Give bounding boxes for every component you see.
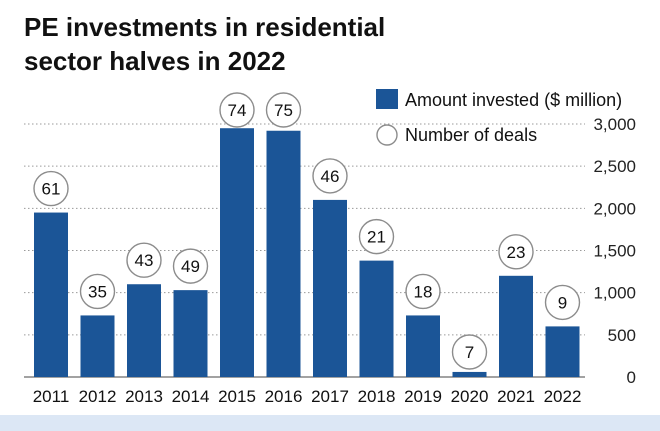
- deal-count-markers: 61 35 43 49 74 75 46 21 18 7 23 9: [33, 92, 581, 370]
- y-tick-label: 1,500: [593, 242, 636, 261]
- deal-count-circle: [126, 242, 162, 278]
- deal-count-circle: [33, 170, 69, 207]
- deal-count-label: 7: [465, 343, 474, 362]
- deal-count-label: 75: [274, 101, 293, 120]
- legend-swatch-deals: [376, 124, 398, 146]
- x-tick-label: 2017: [311, 387, 349, 406]
- deal-count-label: 49: [181, 257, 200, 276]
- deal-count-label: 61: [42, 180, 61, 199]
- y-tick-label: 1,000: [593, 284, 636, 303]
- deal-count-circle: [79, 273, 116, 310]
- x-tick-label: 2018: [358, 387, 396, 406]
- deal-count-label: 46: [321, 167, 340, 186]
- deal-count-circle: [405, 273, 441, 310]
- x-tick-label: 2020: [451, 387, 489, 406]
- y-tick-label: 500: [608, 326, 636, 345]
- deal-count-label: 9: [558, 293, 567, 312]
- legend-label-amount: Amount invested ($ million): [405, 90, 622, 110]
- x-tick-label: 2014: [172, 387, 210, 406]
- x-tick-label: 2012: [79, 387, 117, 406]
- deal-count-circle: [498, 234, 534, 270]
- y-tick-label: 2,500: [593, 157, 636, 176]
- deal-count-circle: [265, 92, 302, 128]
- bar: [266, 130, 301, 377]
- deal-count-circle: [544, 284, 581, 321]
- bar: [545, 326, 580, 377]
- bar: [359, 260, 394, 377]
- deal-count-circle: [312, 158, 348, 194]
- x-tick-label: 2011: [33, 387, 70, 406]
- legend-swatch-amount: [376, 89, 398, 109]
- y-tick-label: 0: [627, 368, 636, 387]
- deal-count-circle: [451, 334, 488, 370]
- bar: [452, 371, 487, 377]
- bars: [34, 128, 580, 377]
- bottom-strip: [0, 415, 660, 431]
- x-tick-label: 2019: [404, 387, 442, 406]
- bar: [499, 275, 533, 377]
- bar: [173, 290, 208, 377]
- deal-count-label: 43: [135, 251, 154, 270]
- deal-count-label: 35: [88, 282, 107, 301]
- bar: [406, 315, 440, 377]
- deal-count-label: 21: [367, 228, 386, 247]
- deal-count-circle: [219, 92, 255, 128]
- x-tick-label: 2013: [125, 387, 163, 406]
- deal-count-circle: [358, 218, 395, 255]
- legend: Amount invested ($ million) Number of de…: [376, 89, 622, 146]
- bar: [220, 128, 254, 377]
- bar: [127, 284, 161, 377]
- chart-title-line-2: sector halves in 2022: [24, 46, 286, 76]
- bar: [80, 315, 115, 377]
- x-tick-label: 2022: [544, 387, 582, 406]
- y-tick-label: 3,000: [593, 115, 636, 134]
- bar: [313, 199, 347, 377]
- bar: [34, 212, 68, 377]
- deal-count-label: 18: [414, 282, 433, 301]
- deal-count-label: 23: [507, 243, 526, 262]
- x-tick-label: 2015: [218, 387, 256, 406]
- x-tick-label: 2021: [497, 387, 535, 406]
- axis-labels: 0 500 1,000 1,500 2,000 2,500 3,000 2011 2012 201…: [33, 115, 636, 406]
- legend-label-deals: Number of deals: [405, 125, 537, 145]
- x-tick-label: 2016: [265, 387, 303, 406]
- chart-title-line-1: PE investments in residential: [24, 12, 386, 42]
- deal-count-label: 74: [228, 101, 247, 120]
- deal-count-circle: [172, 248, 209, 284]
- y-tick-label: 2,000: [593, 199, 636, 218]
- gridlines: [24, 123, 585, 378]
- chart-title: PE investments in residential sector hal…: [24, 10, 385, 78]
